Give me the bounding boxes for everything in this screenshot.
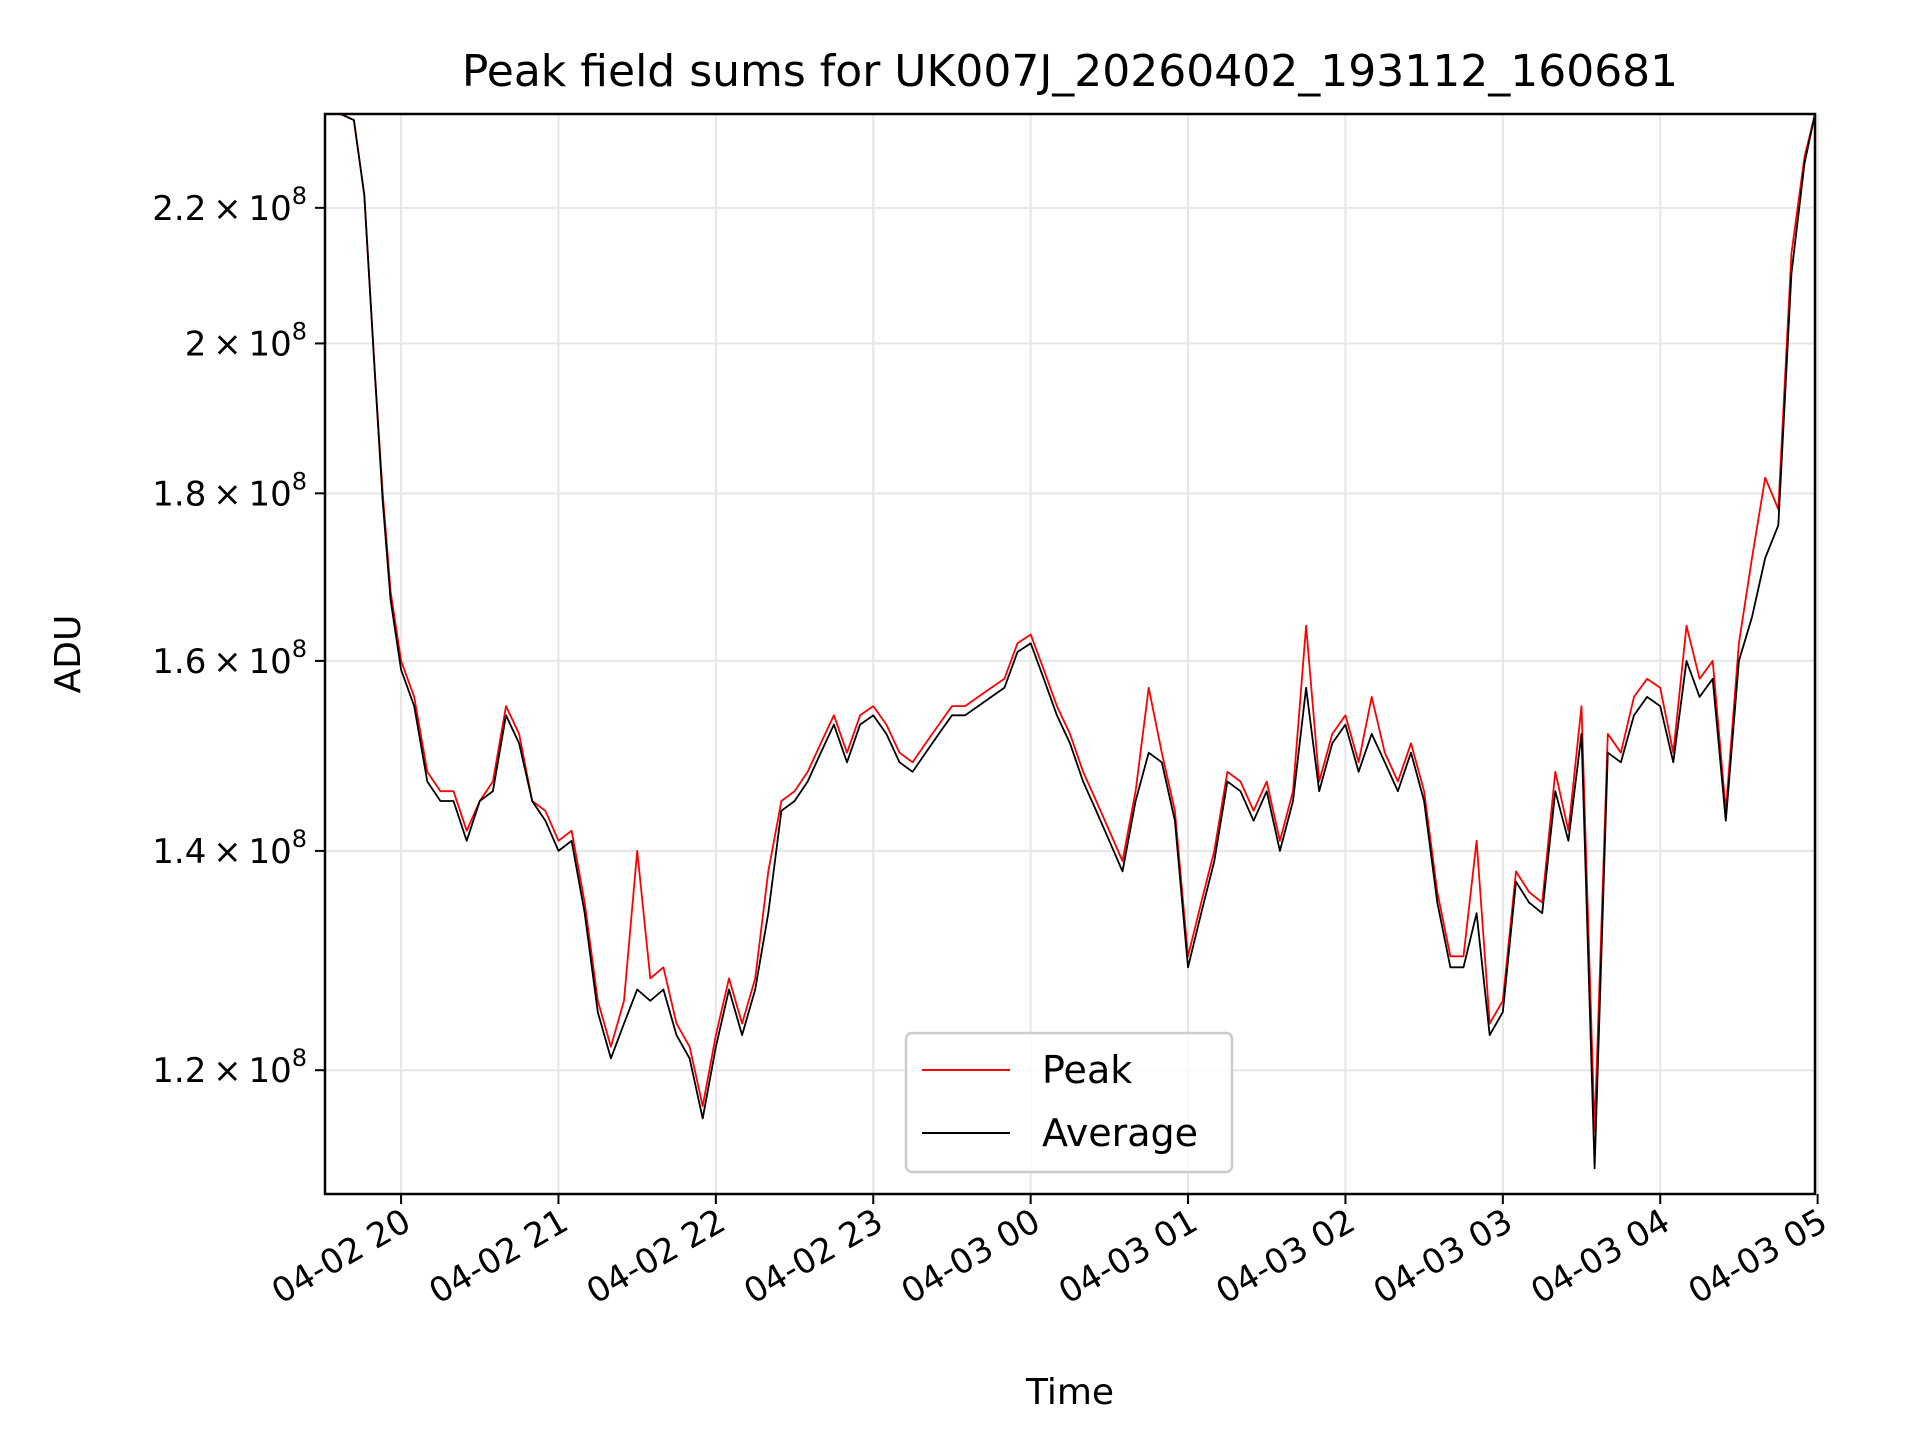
series-layer — [325, 114, 1815, 1170]
y-tick-mantissa: 1.4 — [152, 832, 206, 872]
legend-box — [904, 1031, 1234, 1174]
y-tick-label-2-2: 2.2 × 108 — [152, 182, 307, 229]
y-tick-label-1-4: 1.4 × 108 — [152, 825, 307, 872]
y-tick-mantissa: 2 — [185, 324, 207, 364]
x-axis-label: Time — [1025, 1372, 1114, 1413]
y-tick-times: × 10 — [206, 324, 291, 364]
y-tick-exponent: 8 — [292, 635, 307, 663]
legend-label-peak: Peak — [1042, 1048, 1132, 1092]
y-tick-label-1-6: 1.6 × 108 — [152, 635, 307, 682]
series-line-peak — [325, 114, 1815, 1132]
y-tick-label-1-2: 1.2 × 108 — [152, 1044, 307, 1091]
y-tick-exponent: 8 — [292, 467, 307, 495]
y-tick-times: × 10 — [206, 474, 291, 514]
y-tick-mantissa: 1.6 — [152, 642, 206, 682]
y-tick-exponent: 8 — [292, 317, 307, 345]
legend-label-average: Average — [1042, 1111, 1198, 1155]
y-tick-times: × 10 — [206, 832, 291, 872]
plot-frame — [323, 112, 1817, 1196]
chart-title: Peak field sums for UK007J_20260402_1931… — [462, 46, 1678, 97]
y-tick-label-1-8: 1.8 × 108 — [152, 467, 307, 514]
y-tick-exponent: 8 — [292, 1044, 307, 1072]
y-tick-times: × 10 — [206, 642, 291, 682]
y-tick-exponent: 8 — [292, 825, 307, 853]
y-tick-mantissa: 1.8 — [152, 474, 206, 514]
y-tick-exponent: 8 — [292, 182, 307, 210]
y-tick-mantissa: 2.2 — [152, 189, 206, 229]
y-tick-label-2: 2 × 108 — [185, 317, 307, 364]
y-tick-times: × 10 — [206, 189, 291, 229]
y-axis-label: ADU — [48, 615, 89, 694]
series-line-average — [325, 114, 1815, 1170]
legend: Peak Average — [904, 1031, 1234, 1174]
y-tick-times: × 10 — [206, 1051, 291, 1091]
y-tick-mantissa: 1.2 — [152, 1051, 206, 1091]
